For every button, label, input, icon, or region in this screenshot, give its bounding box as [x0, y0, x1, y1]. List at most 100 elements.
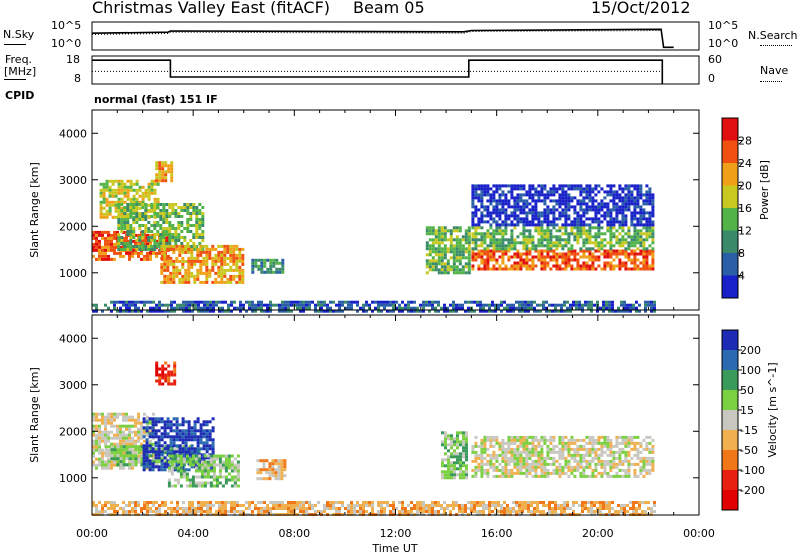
velocity-region-8: [92, 501, 656, 516]
velocity-axes: 1000 2000 3000 4000 00:00 04:00 08:00 12:00 16:0…: [59, 315, 715, 540]
velocity-heatmap: [92, 361, 656, 516]
velocity-ytick-3: 4000: [59, 332, 87, 345]
freq-tick-bottom: 8: [74, 72, 81, 85]
freq-label: Freq.: [5, 53, 33, 66]
nsky-tick-top: 10^5: [51, 19, 82, 32]
velocity-region-5: [256, 459, 287, 481]
velocity-colorbar: 200 100 50 15 -15 -50 -100 -200: [721, 329, 765, 511]
velocity-region-4: [155, 361, 177, 386]
velocity-cbar-swatch-6: [722, 370, 738, 390]
velocity-cbar-swatch-0: [722, 490, 738, 510]
nave-tick-bottom: 0: [708, 72, 715, 85]
freq-series: [92, 59, 664, 84]
velocity-cbar-swatch-4: [722, 410, 738, 430]
velocity-cbar-swatch-5: [722, 390, 738, 410]
xtick-label-6: 00:00: [683, 527, 715, 540]
xtick-label-4: 16:00: [481, 527, 513, 540]
power-axes: 1000 2000 3000 4000: [59, 110, 700, 310]
power-region-9: [471, 184, 655, 227]
freq-tick-top: 18: [66, 53, 80, 66]
power-region-6: [425, 226, 471, 275]
velocity-y-axis-label: Slant Range [km]: [28, 367, 41, 463]
power-ytick-1: 2000: [59, 220, 87, 233]
power-colorbar: 4 8 12 16 20 24 28: [721, 117, 752, 299]
power-ytick-2: 3000: [59, 174, 87, 187]
nsky-tick-bottom: 10^0: [51, 37, 82, 50]
power-y-axis-label: Slant Range [km]: [28, 162, 41, 258]
power-colorbar-label: Power [dB]: [758, 160, 771, 220]
xtick-label-5: 20:00: [582, 527, 614, 540]
velocity-colorbar-label: Velocity [m s^-1]: [766, 362, 779, 457]
velocity-ytick-0: 1000: [59, 472, 87, 485]
nsearch-tick-top: 10^5: [708, 19, 739, 32]
velocity-cbar-tick-4: -15: [740, 424, 758, 437]
velocity-cbar-tick-3: 15: [740, 404, 754, 417]
power-cbar-swatch-1: [722, 253, 738, 276]
station-title: Christmas Valley East (fitACF): [92, 0, 331, 17]
velocity-panel-frame: [91, 314, 700, 516]
power-region-4: [160, 244, 245, 284]
power-cbar-swatch-0: [722, 275, 738, 298]
velocity-cbar-swatch-7: [722, 350, 738, 370]
power-cbar-tick-3: 16: [738, 202, 752, 215]
nave-dotted-legend: [760, 81, 782, 82]
power-heatmap: [92, 161, 656, 313]
power-cbar-tick-0: 4: [738, 270, 745, 283]
velocity-cbar-tick-1: 100: [740, 364, 761, 377]
nsearch-dotted-legend: [760, 45, 792, 46]
velocity-region-3: [167, 454, 240, 488]
nsky-line-legend: [4, 44, 26, 45]
freq-unit-label: [MHz]: [4, 65, 37, 78]
power-region-10: [92, 300, 656, 313]
freq-panel-frame: [91, 55, 700, 85]
x-axis-label: Time UT: [371, 542, 417, 554]
frequency-series: [92, 59, 664, 84]
freq-line-legend: [4, 79, 26, 80]
nsearch-tick-bottom: 10^0: [708, 37, 739, 50]
power-region-7: [471, 249, 655, 271]
power-cbar-tick-1: 8: [738, 247, 745, 260]
power-region-3: [117, 203, 205, 251]
power-cbar-tick-4: 20: [738, 180, 752, 193]
velocity-cbar-swatch-3: [722, 430, 738, 450]
date-title: 15/Oct/2012: [591, 0, 691, 17]
power-cbar-tick-2: 12: [738, 225, 752, 238]
nsky-label: N.Sky: [3, 28, 35, 41]
power-region-5: [251, 258, 285, 274]
nave-tick-top: 60: [708, 53, 722, 66]
xtick-label-2: 08:00: [278, 527, 310, 540]
velocity-cbar-swatch-8: [722, 330, 738, 350]
beam-title: Beam 05: [353, 0, 425, 17]
power-cbar-tick-5: 24: [738, 157, 752, 170]
velocity-cbar-tick-7: -200: [740, 484, 765, 497]
nsky-series: [91, 28, 674, 49]
velocity-cbar-tick-6: -100: [740, 464, 765, 477]
velocity-cbar-tick-0: 200: [740, 344, 761, 357]
power-cbar-swatch-3: [722, 208, 738, 231]
power-cbar-swatch-4: [722, 185, 738, 208]
power-region-2: [155, 161, 174, 183]
velocity-region-6: [441, 431, 468, 480]
cpid-label: CPID: [5, 89, 35, 102]
nave-label: Nave: [760, 64, 789, 77]
velocity-cbar-tick-2: 50: [740, 384, 754, 397]
power-cbar-swatch-6: [722, 140, 738, 163]
velocity-cbar-tick-5: -50: [740, 444, 758, 457]
cpid-value: normal (fast) 151 IF: [94, 93, 218, 106]
nsearch-label: N.Search: [748, 29, 798, 42]
xtick-label-3: 12:00: [380, 527, 412, 540]
power-cbar-tick-6: 28: [738, 135, 752, 148]
velocity-region-7: [471, 435, 655, 478]
power-region-8: [471, 226, 655, 251]
velocity-ytick-1: 2000: [59, 425, 87, 438]
nsky-panel-frame: [91, 21, 700, 51]
xtick-label-1: 04:00: [177, 527, 209, 540]
power-cbar-swatch-2: [722, 230, 738, 253]
power-cbar-swatch-7: [722, 118, 738, 141]
nsky-series-sky: [91, 28, 674, 49]
power-ytick-3: 4000: [59, 127, 87, 140]
xtick-label-0: 00:00: [76, 527, 108, 540]
velocity-ytick-2: 3000: [59, 379, 87, 392]
velocity-cbar-swatch-1: [722, 470, 738, 490]
